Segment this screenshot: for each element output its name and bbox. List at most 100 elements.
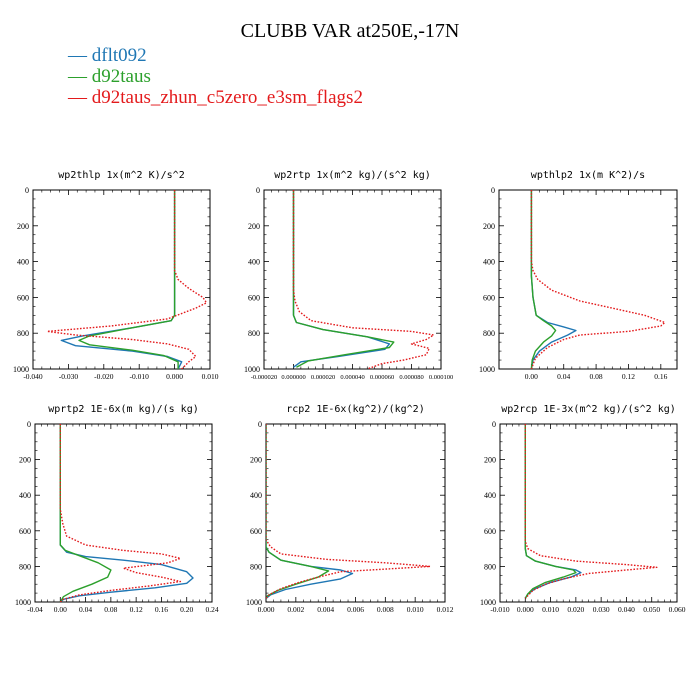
chart-panel-4: wprtp2 1E-6x(m kg)/(s kg) 0 200 400 600 800 10… <box>15 404 219 614</box>
x-tick-label: 0.000060 <box>370 374 394 381</box>
x-tick-label: -0.040 <box>23 372 43 381</box>
x-tick-label: 0.000020 <box>311 374 335 381</box>
panel-title: wp2thlp 1x(m^2 K)/s^2 <box>58 170 184 181</box>
panel-title: rcp2 1E-6x(kg^2)/(kg^2) <box>286 404 424 415</box>
series-line-d92taus <box>524 424 577 599</box>
y-tick-label: 600 <box>248 293 260 302</box>
x-tick-label: 0.000100 <box>429 374 453 381</box>
chart-title: CLUBB VAR at250E,-17N <box>240 20 460 42</box>
legend-swatch: — d92taus_zhun_c5zero_e3sm_flags2 <box>68 87 363 108</box>
y-tick-label: 400 <box>248 258 260 267</box>
x-tick-label: 0.16 <box>654 372 667 381</box>
y-tick-label: 400 <box>17 258 29 267</box>
series-line-d92taus_zhun_c5zero_e3sm_flags2 <box>59 424 182 602</box>
y-tick-label: 0 <box>27 420 31 429</box>
series-line-d92taus_zhun_c5zero_e3sm_flags2 <box>46 190 208 369</box>
x-tick-label: 0.00 <box>525 372 538 381</box>
plot-frame <box>498 189 678 370</box>
x-tick-label: -0.020 <box>94 372 114 381</box>
x-tick-label: 0.002 <box>287 605 304 614</box>
series-line-dflt092 <box>292 190 391 368</box>
series-line-d92taus <box>59 424 112 602</box>
x-tick-label: 0.000 <box>166 372 183 381</box>
x-tick-label: -0.030 <box>59 372 79 381</box>
chart-panel-6: wp2rcp 1E-3x(m^2 kg)/(s^2 kg) 0 200 400 600 8… <box>480 404 686 614</box>
plot-frame <box>499 423 678 603</box>
x-tick-label: 0.060 <box>669 605 686 614</box>
x-tick-label: -0.04 <box>27 605 43 614</box>
series-line-d92taus_zhun_c5zero_e3sm_flags2 <box>530 190 666 369</box>
y-tick-label: 0 <box>256 186 260 195</box>
y-tick-label: 0 <box>258 420 262 429</box>
y-tick-label: 800 <box>17 329 29 338</box>
y-tick-label: 600 <box>17 293 29 302</box>
x-tick-label: 0.050 <box>643 605 660 614</box>
y-tick-label: 600 <box>250 527 262 536</box>
y-tick-label: 800 <box>19 562 31 571</box>
legend-swatch: — d92taus <box>68 66 151 87</box>
x-tick-label: 0.16 <box>155 605 168 614</box>
chart-panel-3: wpthlp2 1x(m K^2)/s 0 200 400 600 800 1000 0.00… <box>479 170 678 381</box>
y-tick-label: 800 <box>484 562 496 571</box>
x-tick-label: 0.012 <box>437 605 454 614</box>
series-line-dflt092 <box>60 190 183 369</box>
x-tick-label: -0.010 <box>490 605 510 614</box>
chart-panel-2: wp2rtp 1x(m^2 kg)/(s^2 kg) 0 200 400 600 800 1… <box>244 170 453 381</box>
x-tick-label: 0.008 <box>377 605 394 614</box>
x-tick-label: 0.24 <box>205 605 218 614</box>
series-line-dflt092 <box>59 424 194 602</box>
x-tick-label: 0.000000 <box>281 374 305 381</box>
y-tick-label: 800 <box>248 329 260 338</box>
x-tick-label: 0.004 <box>317 605 334 614</box>
series-line-d92taus <box>292 190 395 368</box>
y-tick-label: 600 <box>484 527 496 536</box>
series-line-dflt092 <box>524 424 582 599</box>
series-line-d92taus <box>530 190 557 369</box>
plot-frame <box>263 189 442 370</box>
plot-frame <box>32 189 211 370</box>
x-tick-label: 0.006 <box>347 605 364 614</box>
x-tick-label: 0.08 <box>590 372 603 381</box>
series-line-d92taus <box>78 190 179 369</box>
series-line-d92taus_zhun_c5zero_e3sm_flags2 <box>266 424 431 599</box>
y-tick-label: 400 <box>484 491 496 500</box>
plot-frame <box>265 423 446 603</box>
x-tick-label: 0.040 <box>618 605 635 614</box>
panel-title: wprtp2 1E-6x(m kg)/(s kg) <box>48 404 199 415</box>
y-tick-label: 0 <box>492 420 496 429</box>
x-tick-label: 0.04 <box>79 605 92 614</box>
x-tick-label: 0.010 <box>542 605 559 614</box>
x-tick-label: -0.010 <box>130 372 150 381</box>
y-tick-label: 400 <box>483 258 495 267</box>
chart-panel-5: rcp2 1E-6x(kg^2)/(kg^2) 0 200 400 600 800 1000… <box>246 404 454 614</box>
panel-title: wp2rcp 1E-3x(m^2 kg)/(s^2 kg) <box>501 404 676 415</box>
y-tick-label: 1000 <box>13 365 29 374</box>
y-tick-label: 0 <box>491 186 495 195</box>
panel-title: wp2rtp 1x(m^2 kg)/(s^2 kg) <box>274 170 431 181</box>
y-tick-label: 600 <box>483 293 495 302</box>
x-tick-label: 0.000040 <box>340 374 364 381</box>
x-tick-label: 0.010 <box>407 605 424 614</box>
series-line-dflt092 <box>266 424 354 599</box>
x-tick-label: 0.030 <box>593 605 610 614</box>
panel-title: wpthlp2 1x(m K^2)/s <box>531 170 645 181</box>
legend-swatch: — dflt092 <box>68 45 147 66</box>
y-tick-label: 600 <box>19 527 31 536</box>
x-tick-label: 0.000 <box>258 605 275 614</box>
x-tick-label: 0.010 <box>202 372 219 381</box>
series-line-d92taus_zhun_c5zero_e3sm_flags2 <box>292 190 435 369</box>
x-tick-label: 0.12 <box>622 372 635 381</box>
x-tick-label: 0.12 <box>130 605 143 614</box>
legend-item-dflt092: — dflt092 <box>68 46 147 66</box>
plot-frame <box>34 423 213 603</box>
y-tick-label: 800 <box>483 329 495 338</box>
y-tick-label: 1000 <box>244 365 260 374</box>
x-tick-label: 0.000080 <box>399 374 423 381</box>
y-tick-label: 200 <box>248 222 260 231</box>
y-tick-label: 800 <box>250 562 262 571</box>
x-tick-label: -0.000020 <box>251 374 278 381</box>
x-tick-label: 0.00 <box>54 605 67 614</box>
y-tick-label: 400 <box>250 491 262 500</box>
y-tick-label: 200 <box>483 222 495 231</box>
